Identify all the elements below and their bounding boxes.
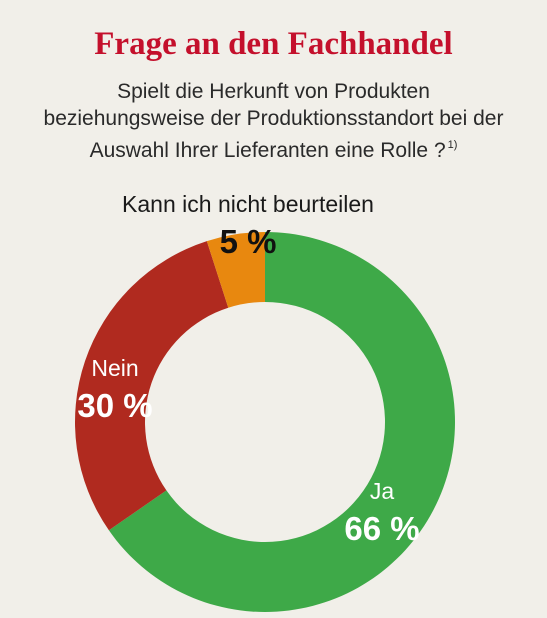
donut-labels: Ja 66 % Nein 30 % Kann ich nicht beurtei…: [77, 191, 419, 547]
label-ja-value: 66 %: [344, 510, 419, 547]
chart-title: Frage an den Fachhandel: [94, 26, 453, 62]
donut-slices: [74, 232, 455, 612]
footnote-marker: 1): [447, 139, 458, 151]
slice-ja: [108, 232, 455, 612]
label-kann-value: 5 %: [220, 223, 277, 260]
label-kann-name: Kann ich nicht beurteilen: [122, 191, 374, 217]
question-text: Spielt die Herkunft von Produkten bezieh…: [0, 78, 547, 164]
label-ja-name: Ja: [370, 478, 395, 504]
label-nein-value: 30 %: [77, 387, 152, 424]
question-line-2: beziehungsweise der Produktionsstandort …: [43, 107, 504, 130]
slice-nein: [74, 241, 229, 531]
question-line-3: Auswahl Ihrer Lieferanten eine Rolle ? 1): [0, 132, 547, 164]
question-line-1: Spielt die Herkunft von Produkten: [117, 80, 430, 103]
label-nein-name: Nein: [91, 355, 138, 381]
slice-kann: [206, 232, 265, 308]
question-line-3-text: Auswahl Ihrer Lieferanten eine Rolle ?: [89, 139, 446, 162]
